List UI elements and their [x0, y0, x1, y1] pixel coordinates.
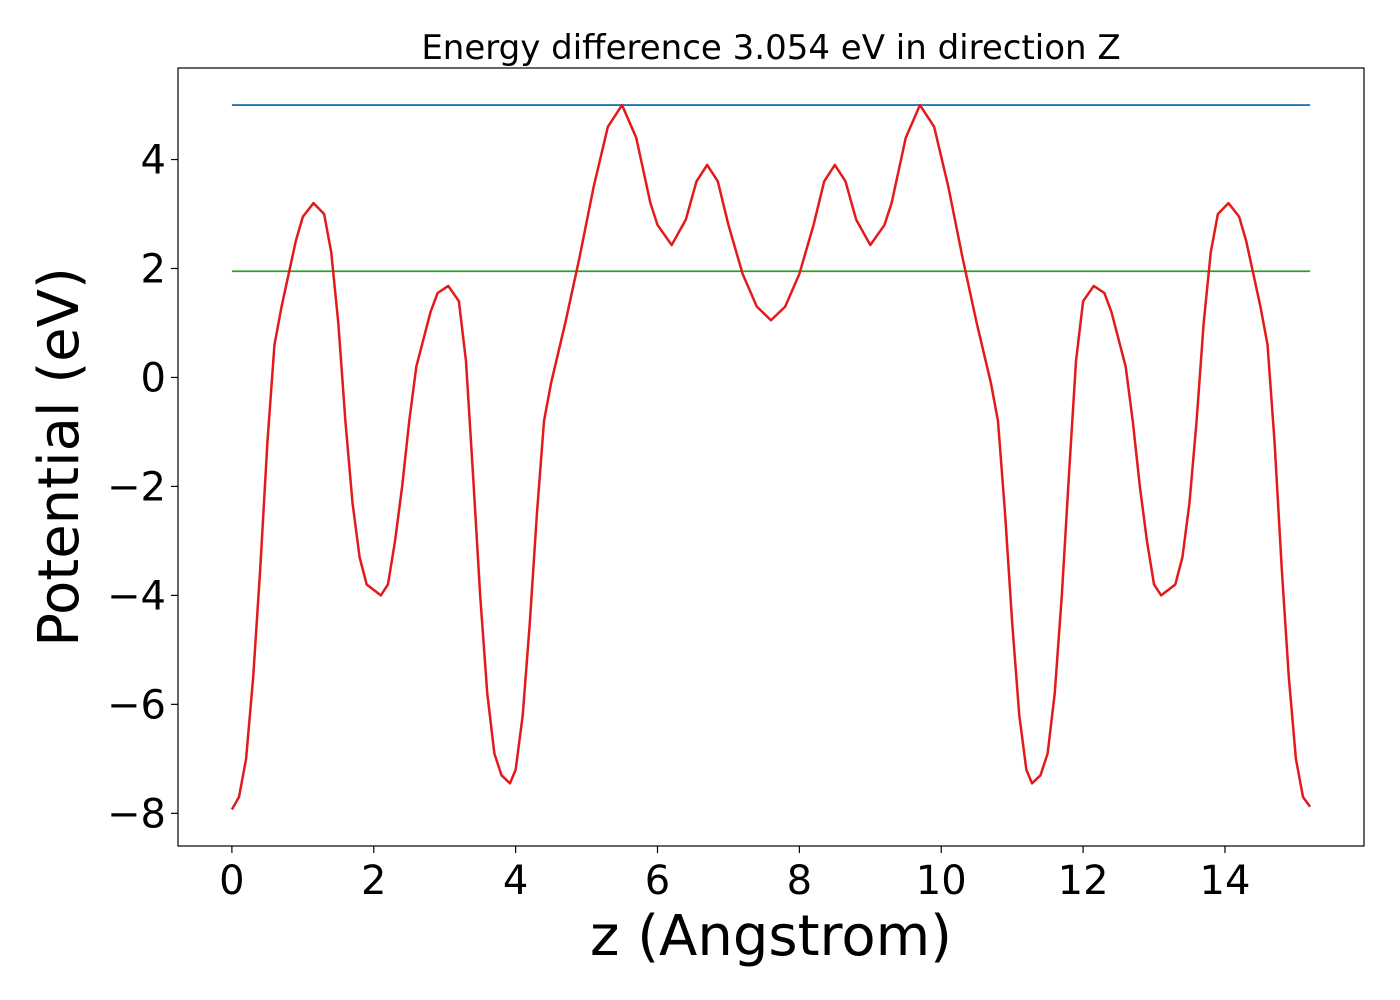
- series-line: [230, 103, 1312, 811]
- x-tick-label: 8: [787, 858, 812, 904]
- x-tick-label: 0: [219, 858, 244, 904]
- y-tick-label: −8: [107, 791, 166, 837]
- y-tick-label: −4: [107, 573, 166, 619]
- y-tick-label: 0: [141, 355, 166, 401]
- x-tick-label: 14: [1200, 858, 1251, 904]
- x-axis-label: z (Angstrom): [590, 904, 952, 969]
- plot-frame: [177, 67, 1365, 847]
- y-tick-label: 2: [141, 246, 166, 292]
- x-tick-label: 10: [916, 858, 967, 904]
- y-tick-label: −2: [107, 464, 166, 510]
- x-tick-label: 2: [361, 858, 386, 904]
- y-tick-label: −6: [107, 682, 166, 728]
- x-tick-label: 6: [645, 858, 670, 904]
- x-tick-label: 4: [503, 858, 528, 904]
- x-tick-label: 12: [1058, 858, 1109, 904]
- y-axis-label: Potential (eV): [27, 267, 92, 647]
- y-tick-label: 4: [141, 138, 166, 184]
- chart-title: Energy difference 3.054 eV in direction …: [421, 28, 1120, 68]
